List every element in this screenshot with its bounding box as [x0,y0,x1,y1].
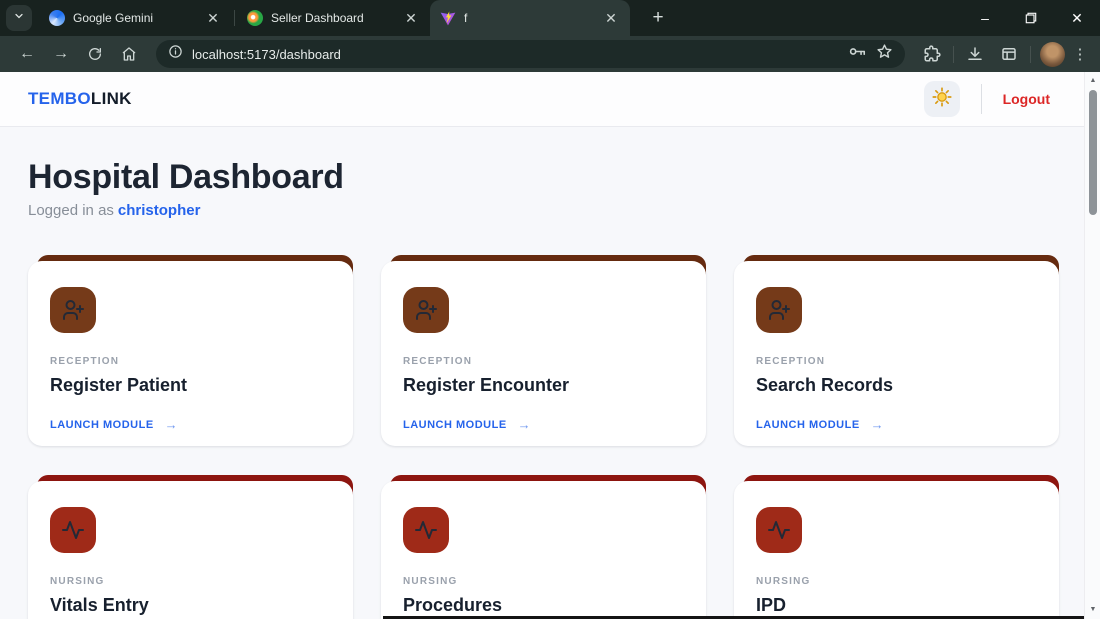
card-category: NURSING [756,576,811,587]
tab-title: Seller Dashboard [271,11,364,25]
address-bar[interactable]: localhost:5173/dashboard [156,40,905,68]
card-title: Register Patient [50,375,188,395]
scroll-down-icon[interactable]: ▼ [1089,606,1097,613]
launch-module-link[interactable]: LAUNCH MODULE → [756,417,1035,432]
scrollbar-thumb[interactable] [1089,90,1097,215]
restore-button[interactable] [1008,0,1054,36]
tab-close-icon[interactable]: ✕ [605,10,617,26]
bottom-dark-strip [383,616,1084,619]
card-body[interactable]: RECEPTION Search Records LAUNCH MODULE → [734,261,1059,446]
launch-module-link[interactable]: LAUNCH MODULE → [403,417,682,432]
main-content: Hospital Dashboard Logged in as christoph… [0,158,1100,619]
side-panel-icon[interactable] [996,41,1022,67]
tab-separator [234,10,235,26]
launch-label[interactable]: LAUNCH MODULE [403,418,507,431]
browser-menu-icon[interactable]: ⋮ [1072,46,1088,63]
scroll-up-icon[interactable]: ▲ [1089,77,1097,84]
card-body[interactable]: NURSING IPD [734,481,1059,619]
site-info-icon[interactable] [168,44,183,64]
card-category: RECEPTION [756,356,826,367]
site-header: TEMBOLINK Logout [0,72,1100,127]
arrow-right-icon: → [164,417,179,432]
arrow-right-icon: → [870,417,885,432]
browser-toolbar: ← → localhost:5173/dashboard ⋮ [0,36,1100,72]
card-body[interactable]: NURSING Procedures [381,481,706,619]
tembolink-logo: TEMBOLINK [28,89,132,109]
browser-tab-strip: Google Gemini ✕ Seller Dashboard ✕ f ✕ +… [0,0,1100,36]
password-key-icon[interactable] [848,42,867,66]
close-window-button[interactable]: ✕ [1071,9,1083,26]
launch-label[interactable]: LAUNCH MODULE [50,418,154,431]
tab-close-icon[interactable]: ✕ [405,10,417,26]
logo-secondary: LINK [90,89,132,108]
user-plus-icon [50,287,96,333]
user-plus-icon [756,287,802,333]
card-category: RECEPTION [50,356,120,367]
logged-in-subtitle: Logged in as christopher [28,202,1059,219]
card-title: Procedures [403,595,503,615]
url-text[interactable]: localhost:5173/dashboard [192,46,341,62]
tab-title: f [464,11,468,25]
module-card-ipd: NURSING IPD [734,475,1059,619]
logo-primary: TEMBO [28,89,91,108]
card-title: IPD [756,595,787,615]
page-scrollbar[interactable]: ▲ ▼ [1084,72,1100,619]
module-card-register-patient: RECEPTION Register Patient LAUNCH MODULE… [28,255,353,446]
module-card-grid: RECEPTION Register Patient LAUNCH MODULE… [28,255,1059,619]
logout-button[interactable]: Logout [1002,91,1050,107]
activity-icon [756,507,802,553]
forward-button[interactable]: → [53,45,69,62]
chevron-down-icon [13,9,25,27]
extensions-icon[interactable] [919,41,945,67]
arrow-right-icon: → [517,417,532,432]
launch-module-link[interactable]: LAUNCH MODULE → [50,417,329,432]
tab-google-gemini[interactable]: Google Gemini ✕ [39,0,232,36]
user-plus-icon [403,287,449,333]
tab-active-vite[interactable]: f ✕ [430,0,630,36]
home-button[interactable] [115,40,143,68]
webpage-viewport: TEMBOLINK Logout [0,72,1100,619]
header-divider [980,84,982,114]
bookmark-star-icon[interactable] [876,43,893,65]
theme-toggle-button[interactable] [923,81,960,117]
window-controls: – ✕ [962,0,1100,36]
subtitle-prefix: Logged in as [28,202,114,219]
tab-seller-dashboard[interactable]: Seller Dashboard ✕ [237,0,430,36]
card-body[interactable]: NURSING Vitals Entry [28,481,353,619]
card-body[interactable]: RECEPTION Register Encounter LAUNCH MODU… [381,261,706,446]
launch-label[interactable]: LAUNCH MODULE [756,418,860,431]
tab-close-icon[interactable]: ✕ [207,10,219,26]
card-title: Vitals Entry [50,595,149,615]
tab-search-button[interactable] [6,5,32,31]
downloads-icon[interactable] [962,41,988,67]
toolbar-separator [953,45,954,63]
new-tab-button[interactable]: + [652,7,664,28]
card-body[interactable]: RECEPTION Register Patient LAUNCH MODULE… [28,261,353,446]
module-card-search-records: RECEPTION Search Records LAUNCH MODULE → [734,255,1059,446]
gemini-favicon-icon [49,10,65,26]
card-title: Register Encounter [403,375,570,395]
activity-icon [403,507,449,553]
sun-icon [931,86,952,112]
seller-favicon-icon [247,10,263,26]
card-category: RECEPTION [403,356,473,367]
card-title: Search Records [756,375,894,395]
toolbar-separator [1030,45,1031,63]
header-actions: Logout [923,81,1050,117]
profile-avatar[interactable] [1040,41,1065,67]
back-button[interactable]: ← [19,45,35,62]
card-category: NURSING [403,576,458,587]
page-title: Hospital Dashboard [28,158,344,196]
module-card-procedures: NURSING Procedures [381,475,706,619]
minimize-button[interactable]: – [981,10,989,26]
activity-icon [50,507,96,553]
module-card-vitals-entry: NURSING Vitals Entry [28,475,353,619]
reload-button[interactable] [81,40,109,68]
module-card-register-encounter: RECEPTION Register Encounter LAUNCH MODU… [381,255,706,446]
username-link[interactable]: christopher [117,202,201,219]
card-category: NURSING [50,576,105,587]
tab-title: Google Gemini [73,11,154,25]
vite-favicon-icon [440,10,456,26]
